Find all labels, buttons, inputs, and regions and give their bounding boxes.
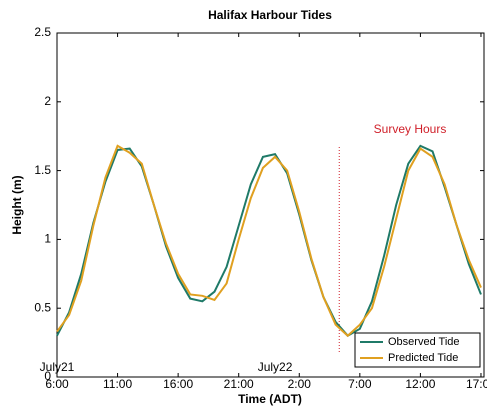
plot-frame [56,32,485,378]
y-tick-label: 0 [44,369,51,383]
date-label: July22 [258,360,293,374]
y-tick-label: 1 [44,232,51,246]
y-axis-label: Height (m) [10,175,24,234]
legend-label: Predicted Tide [388,352,458,364]
x-tick-label: 2:00 [288,377,312,391]
x-tick-label: 12:00 [405,377,435,391]
series-line [56,144,482,338]
y-tick-label: 0.5 [34,300,51,314]
y-tick-label: 1.5 [34,163,51,177]
x-tick-label: 7:00 [348,377,372,391]
legend-box [354,332,481,368]
x-tick-label: 11:00 [103,377,132,391]
legend-label: Observed Tide [388,336,460,348]
x-tick-label: 21:00 [224,377,254,391]
date-label: July21 [40,360,75,374]
y-tick-label: 2.5 [34,25,51,39]
x-tick-label: 16:00 [163,377,193,391]
x-tick-label: 6:00 [45,377,69,391]
survey-label: Survey Hours [374,122,447,136]
x-axis-label: Time (ADT) [238,392,302,406]
chart-title: Halifax Harbour Tides [208,8,332,22]
y-tick-label: 2 [44,94,51,108]
series-line [56,144,482,337]
x-tick-label: 17:00 [466,377,487,391]
